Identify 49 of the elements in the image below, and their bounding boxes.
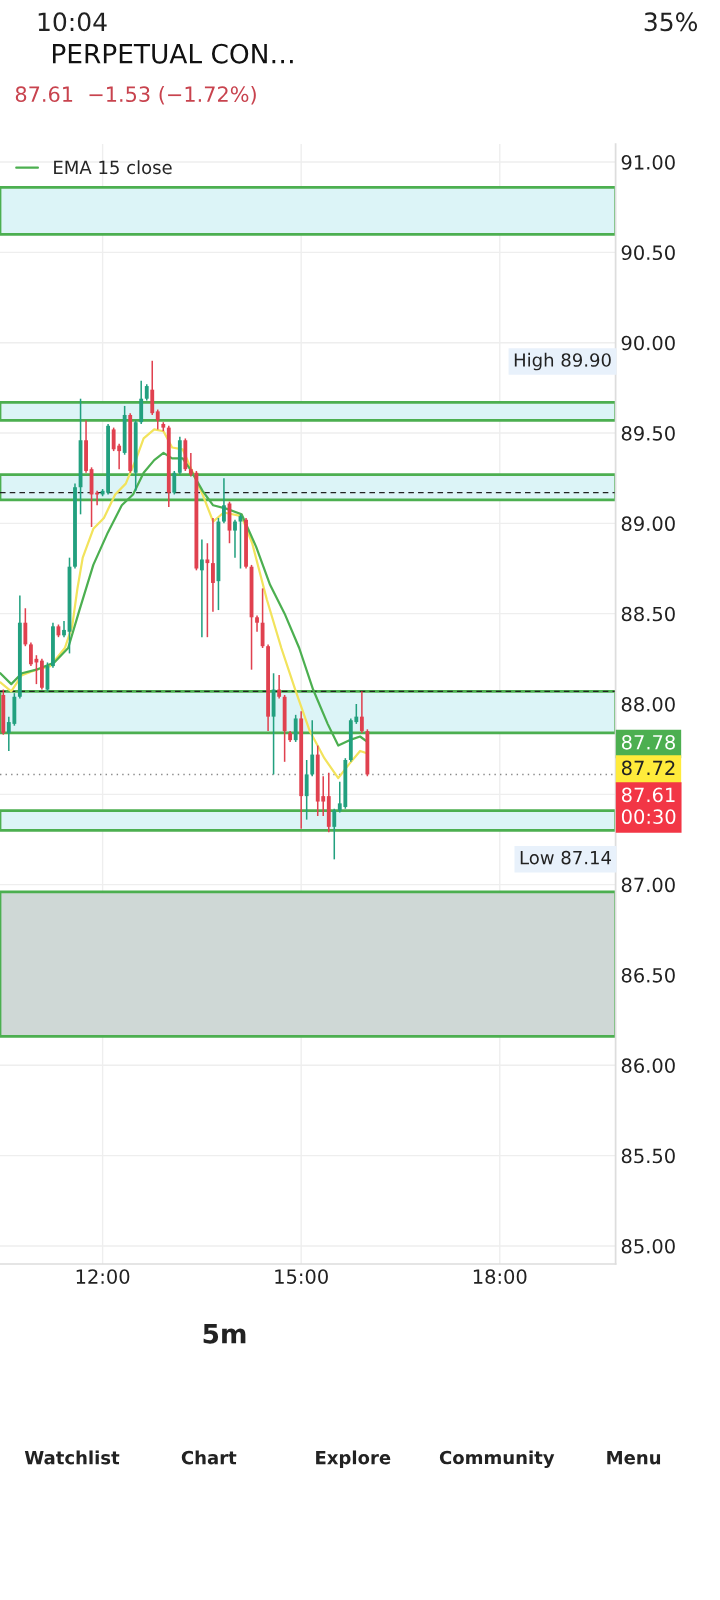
candlestick xyxy=(233,518,237,559)
candlestick xyxy=(23,607,28,647)
text: Watchlist xyxy=(24,1450,120,1465)
candlestick xyxy=(304,759,309,821)
y-tick-label: 85.00 xyxy=(621,1238,675,1254)
text: Explore xyxy=(316,1450,391,1468)
candlestick xyxy=(222,477,226,525)
x-tick-label: 15:00 xyxy=(275,1269,328,1284)
annotation: High 89.90 xyxy=(514,352,611,371)
candlestick xyxy=(199,538,204,638)
text: 5m xyxy=(203,1324,246,1344)
text: Chart xyxy=(181,1450,237,1465)
y-tick-label: 85.50 xyxy=(621,1148,675,1164)
y-tick-label: 91.00 xyxy=(621,155,675,170)
text: Community xyxy=(439,1450,555,1469)
y-tick-label: 87.00 xyxy=(621,877,675,893)
text: 10:04 xyxy=(38,12,107,32)
text: 35% xyxy=(644,12,698,32)
candlestick xyxy=(155,408,160,431)
legend-label: EMA 15 close xyxy=(54,160,172,175)
x-tick-label: 12:00 xyxy=(76,1269,130,1284)
text: Menu xyxy=(607,1451,661,1465)
candlestick xyxy=(139,379,144,425)
chart-subtitle: 87.61 −1.53 (−1.72%) xyxy=(15,85,256,105)
text: 87.72 xyxy=(621,760,675,776)
y-tick-label: 88.50 xyxy=(621,606,675,622)
y-tick-label: 86.00 xyxy=(621,1058,675,1073)
candlestick xyxy=(277,674,282,700)
text: 87.78 xyxy=(621,734,675,750)
y-tick-label: 89.50 xyxy=(621,425,675,441)
candlestick xyxy=(150,360,155,416)
chart-title: PERPETUAL CON… xyxy=(52,43,293,64)
y-tick-label: 88.00 xyxy=(621,696,675,712)
annotation: Low 87.14 xyxy=(520,850,611,865)
y-tick-label: 89.00 xyxy=(621,516,675,532)
line-series xyxy=(0,428,367,780)
x-tick-label: 18:00 xyxy=(473,1269,527,1284)
y-tick-label: 86.50 xyxy=(621,967,675,983)
text: 87.61 00:30 xyxy=(621,787,676,825)
candlestick xyxy=(310,719,315,778)
y-tick-label: 90.00 xyxy=(621,335,675,351)
candlestick xyxy=(293,714,298,743)
candlestick xyxy=(260,587,265,649)
candlestick xyxy=(205,542,210,638)
y-tick-label: 90.50 xyxy=(621,245,675,261)
candlestick xyxy=(359,690,364,734)
candlestick xyxy=(332,808,337,861)
candlestick xyxy=(211,517,215,613)
candlestick xyxy=(172,470,177,496)
